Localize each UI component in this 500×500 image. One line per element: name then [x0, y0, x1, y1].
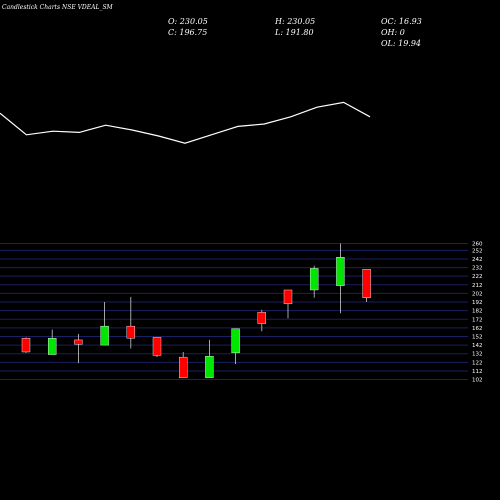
- low-label: L: 191.80: [274, 28, 314, 37]
- high-label: H: 230.05: [274, 17, 315, 26]
- y-tick-label: 152: [472, 334, 483, 340]
- open-label: O: 230.05: [168, 17, 208, 26]
- open-close-label: OC: 16.93: [381, 17, 422, 26]
- open-high-label: OH: 0: [381, 28, 405, 37]
- candle-body: [74, 339, 83, 345]
- price-grid: 102 112 122 132 142 152 162 172 182 192 202 212 222 2…: [0, 241, 483, 384]
- y-tick-label: 202: [472, 291, 483, 297]
- candle: [310, 265, 319, 298]
- candle-body: [48, 338, 57, 355]
- candle-body: [21, 338, 31, 353]
- chart-title: Candlestick Charts NSE VDEAL_SM: [2, 4, 114, 11]
- y-tick-label: 132: [472, 352, 483, 358]
- indicator-line: [0, 101, 371, 144]
- y-tick-label: 162: [472, 326, 483, 332]
- candle-body: [362, 269, 371, 298]
- candle-body: [152, 337, 162, 356]
- y-tick-label: 172: [472, 317, 483, 323]
- candle-body: [178, 356, 188, 379]
- y-tick-label: 260: [472, 241, 483, 247]
- y-tick-label: 242: [472, 257, 483, 263]
- indicator-panel: [0, 101, 371, 144]
- y-tick-label: 222: [472, 274, 483, 280]
- candle-body: [205, 356, 214, 379]
- candle-body: [283, 289, 293, 304]
- candle: [126, 296, 136, 349]
- candle: [21, 337, 31, 353]
- y-tick-label: 142: [472, 343, 483, 349]
- candle: [205, 339, 214, 379]
- close-label: C: 196.75: [168, 28, 207, 37]
- candle: [100, 302, 109, 346]
- candle-body: [100, 325, 109, 346]
- candle: [283, 289, 293, 319]
- candle-body: [336, 257, 345, 286]
- y-tick-label: 192: [472, 300, 483, 306]
- open-low-label: OL: 19.94: [381, 39, 421, 48]
- candle: [178, 351, 188, 379]
- candle: [336, 243, 345, 314]
- y-tick-label: 182: [472, 309, 483, 315]
- y-tick-label: 212: [472, 283, 483, 289]
- y-tick-label: 102: [472, 378, 483, 384]
- y-tick-label: 112: [472, 369, 483, 375]
- candle: [362, 269, 371, 303]
- candle-body: [257, 312, 266, 324]
- candle: [231, 328, 240, 365]
- candle-body: [231, 328, 240, 354]
- candle: [74, 333, 83, 364]
- y-tick-label: 232: [472, 266, 483, 272]
- candle-body: [310, 268, 319, 291]
- candle: [257, 309, 266, 332]
- candle: [152, 337, 162, 358]
- candle: [48, 329, 57, 355]
- candle-body: [126, 325, 136, 339]
- candles-group: [21, 243, 371, 379]
- y-tick-label: 122: [472, 360, 483, 366]
- y-tick-label: 252: [472, 248, 483, 254]
